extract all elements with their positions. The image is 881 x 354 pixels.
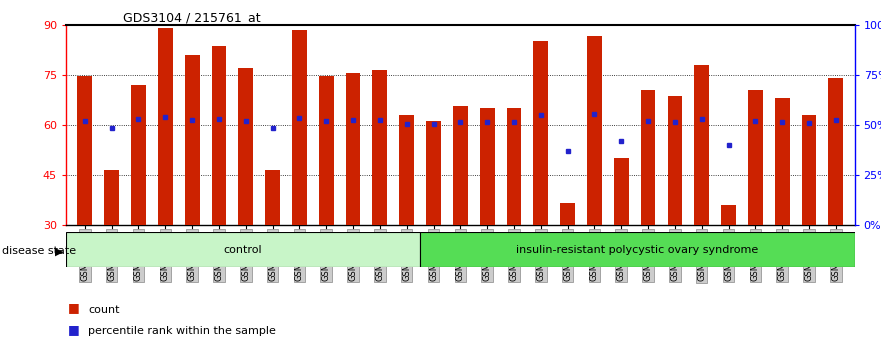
Text: ■: ■ — [68, 302, 79, 314]
Text: GDS3104 / 215761_at: GDS3104 / 215761_at — [123, 11, 261, 24]
Bar — [640, 90, 655, 225]
Text: ▶: ▶ — [55, 246, 63, 256]
Bar — [480, 108, 494, 225]
Text: disease state: disease state — [2, 246, 76, 256]
Bar — [587, 36, 602, 225]
Bar — [419, 232, 855, 267]
Bar — [78, 76, 93, 225]
Bar — [668, 96, 682, 225]
Bar — [104, 170, 119, 225]
Bar — [158, 28, 173, 225]
Bar — [292, 30, 307, 225]
Bar — [507, 108, 522, 225]
Bar — [265, 170, 280, 225]
Bar — [828, 78, 843, 225]
Bar — [399, 115, 414, 225]
Bar — [319, 76, 334, 225]
Bar — [722, 205, 736, 225]
Bar — [774, 98, 789, 225]
Bar — [66, 232, 419, 267]
Bar — [211, 46, 226, 225]
Bar — [694, 65, 709, 225]
Bar — [345, 73, 360, 225]
Text: control: control — [224, 245, 263, 255]
Bar — [426, 121, 440, 225]
Bar — [802, 115, 817, 225]
Text: insulin-resistant polycystic ovary syndrome: insulin-resistant polycystic ovary syndr… — [516, 245, 759, 255]
Text: count: count — [88, 305, 120, 315]
Bar — [373, 70, 388, 225]
Bar — [131, 85, 146, 225]
Bar — [614, 158, 629, 225]
Bar — [560, 203, 575, 225]
Bar — [239, 68, 253, 225]
Bar — [453, 107, 468, 225]
Text: ■: ■ — [68, 323, 79, 336]
Text: percentile rank within the sample: percentile rank within the sample — [88, 326, 276, 336]
Bar — [533, 41, 548, 225]
Bar — [748, 90, 763, 225]
Bar — [185, 55, 199, 225]
